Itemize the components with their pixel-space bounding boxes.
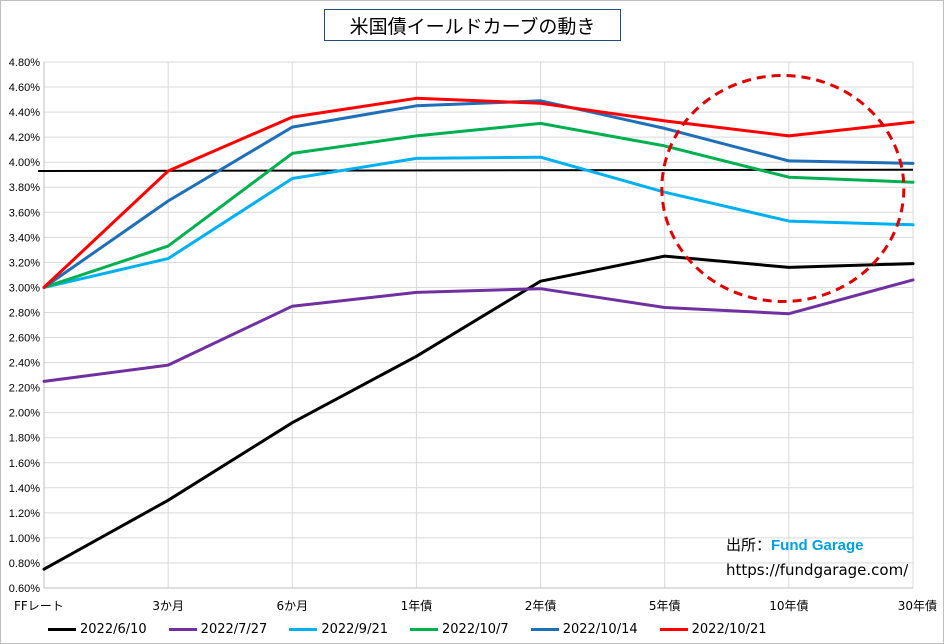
source-label: 出所：Fund Garage [726,534,864,555]
series-line [42,96,915,289]
legend-item: 2022/7/27 [168,621,268,637]
gridlines [43,61,914,589]
series-line [42,121,915,289]
y-tick-label: 2.00% [9,408,40,420]
legend-item: 2022/9/21 [289,622,388,637]
legend-label: 2022/10/21 [691,621,767,637]
y-tick-label: 2.60% [9,333,40,345]
y-tick-label: 4.60% [9,82,40,94]
x-tick-label: 6か月 [276,599,308,613]
legend-item: 2022/10/21 [659,621,767,637]
y-tick-label: 4.00% [9,157,40,169]
y-tick-label: 2.80% [9,307,40,319]
legend-label: 2022/9/21 [321,621,389,637]
legend-swatch [168,627,197,631]
chart-title: 米国債イールドカーブの動き [324,9,621,41]
y-tick-label: 0.60% [9,583,40,595]
legend-swatch [410,627,439,631]
legend-label: 2022/10/14 [562,621,638,637]
source-brand: Fund Garage [771,537,864,554]
y-tick-label: 1.20% [9,508,40,520]
legend-swatch [48,627,76,631]
x-tick-label: 5年債 [649,598,681,613]
y-tick-label: 3.40% [9,232,40,244]
y-tick-label: 1.80% [9,433,40,445]
legend-label: 2022/10/7 [442,621,509,637]
legend-item: 2022/6/10 [48,622,147,637]
y-tick-label: 4.40% [9,107,40,119]
highlight-circle [660,73,906,303]
series-line [42,155,915,289]
x-tick-label: 1年債 [401,598,433,613]
x-tick-label: 30年債 [898,598,937,613]
legend-item: 2022/10/7 [410,622,509,637]
legend-swatch [530,627,559,631]
y-tick-label: 3.20% [9,257,40,269]
reference-line-layer [37,168,914,172]
legend-item: 2022/10/14 [530,621,638,637]
legend-label: 2022/6/10 [80,621,147,637]
series-line [42,254,915,571]
y-tick-label: 1.00% [9,533,40,545]
source-prefix: 出所： [726,536,772,554]
legend-swatch [659,627,688,631]
series-line [42,99,915,289]
y-tick-label: 2.20% [9,383,40,395]
x-tick-label: FFレート [14,599,64,613]
legend-swatch [289,627,318,631]
y-tick-label: 3.00% [9,282,40,294]
series-layer [42,96,915,571]
reference-line [37,168,914,172]
legend: 2022/6/10 2022/7/27 2022/9/21 2022/10/7 2022… [48,619,928,639]
y-tick-label: 3.60% [9,207,40,219]
x-tick-label: 2年債 [525,598,557,613]
y-axis: 0.60% 0.80% 1.00% 1.20% 1.40% 1.60% 1.80% 2.00%… [9,57,40,595]
source-url[interactable]: https://fundgarage.com/ [726,561,909,579]
y-tick-label: 0.80% [9,558,40,570]
highlight-layer [660,73,906,303]
legend-label: 2022/7/27 [200,621,268,637]
x-tick-label: 10年債 [769,598,808,613]
y-tick-label: 1.60% [9,458,40,470]
series-line [42,278,915,383]
x-tick-label: 3か月 [152,599,184,613]
x-axis: FFレート 3か月 6か月 1年債 2年債 5年債 10年債 30年債 [14,598,937,613]
y-tick-label: 4.20% [9,132,40,144]
y-tick-label: 4.80% [9,57,40,69]
y-tick-label: 3.80% [9,182,40,194]
y-tick-label: 2.40% [9,358,40,370]
y-tick-label: 1.40% [9,483,40,495]
